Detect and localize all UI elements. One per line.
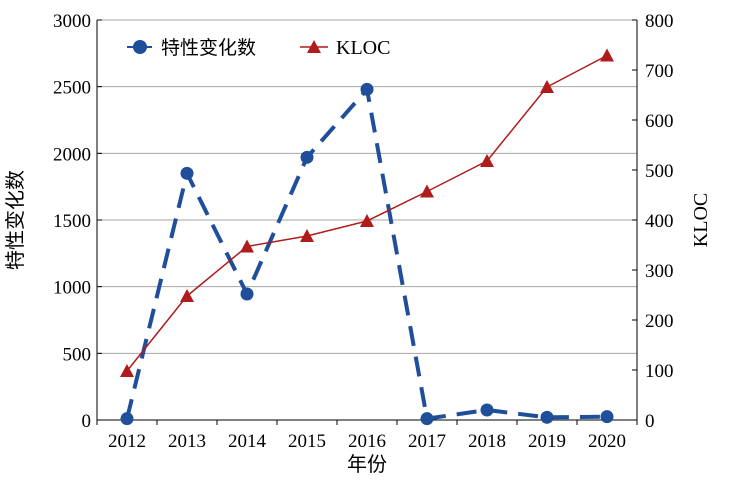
- data-point: [600, 48, 614, 62]
- data-point: [600, 410, 614, 424]
- series-1: [120, 82, 614, 426]
- left-tick-label: 500: [63, 344, 92, 365]
- left-tick-label: 1500: [53, 211, 91, 232]
- x-tick-label: 2015: [288, 431, 326, 452]
- series-2: [120, 48, 614, 377]
- right-tick-label: 700: [645, 61, 674, 82]
- left-tick-label: 2000: [53, 144, 91, 165]
- left-tick-label: 3000: [53, 11, 91, 32]
- data-point: [360, 82, 374, 96]
- x-tick-label: 2018: [468, 431, 506, 452]
- data-point: [120, 412, 134, 426]
- data-point: [240, 287, 254, 301]
- right-tick-label: 500: [645, 161, 674, 182]
- left-y-axis: 0 500 1000 1500 2000 2500 3000: [53, 11, 102, 432]
- left-y-axis-title: 特性变化数: [3, 170, 27, 270]
- x-axis: 2012 2013 2014 2015 2016 2017 2018 2019 2020: [96, 420, 638, 452]
- right-tick-label: 400: [645, 211, 674, 232]
- data-point: [540, 80, 554, 93]
- left-tick-label: 1000: [53, 278, 91, 299]
- series-line: [126, 54, 608, 372]
- gridlines: [97, 19, 637, 354]
- legend-marker-kloc: [307, 40, 321, 53]
- legend: 特性变化数 KLOC: [127, 37, 390, 59]
- data-point: [120, 364, 134, 377]
- legend-marker-feature-changes: [133, 40, 147, 54]
- data-point: [540, 410, 554, 424]
- x-tick-label: 2017: [408, 431, 446, 452]
- x-axis-title: 年份: [347, 452, 387, 476]
- data-point: [420, 412, 434, 426]
- right-tick-label: 300: [645, 261, 674, 282]
- data-point: [180, 166, 194, 180]
- right-tick-label: 200: [645, 311, 674, 332]
- data-point: [180, 289, 194, 302]
- data-point: [480, 154, 494, 167]
- right-tick-label: 0: [645, 411, 655, 432]
- right-tick-label: 100: [645, 361, 674, 382]
- data-point: [240, 239, 254, 253]
- data-point: [480, 403, 494, 417]
- x-tick-label: 2016: [348, 431, 386, 452]
- left-tick-label: 0: [82, 411, 92, 432]
- data-point: [300, 150, 314, 164]
- series-layer: [120, 48, 614, 426]
- right-y-axis-title: KLOC: [690, 193, 712, 247]
- right-tick-label: 800: [645, 11, 674, 32]
- right-y-axis: 0 100 200 300 400 500 600 700 800: [632, 11, 674, 432]
- x-tick-label: 2014: [228, 431, 267, 452]
- x-tick-label: 2019: [528, 431, 566, 452]
- x-tick-label: 2020: [588, 431, 626, 452]
- legend-label-kloc: KLOC: [336, 37, 390, 59]
- data-point: [360, 214, 374, 227]
- series-line: [125, 87, 608, 421]
- data-point: [300, 229, 314, 242]
- legend-label-feature-changes: 特性变化数: [161, 37, 256, 59]
- x-tick-label: 2013: [168, 431, 206, 452]
- data-point: [420, 184, 434, 198]
- left-tick-label: 2500: [53, 78, 91, 99]
- right-tick-label: 600: [645, 111, 674, 132]
- x-tick-label: 2012: [108, 431, 146, 452]
